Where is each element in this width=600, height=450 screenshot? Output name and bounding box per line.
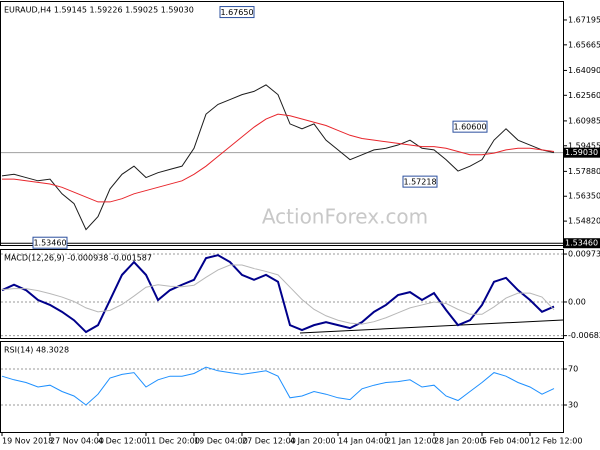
y-tick-label: 1.56350 <box>568 192 600 201</box>
macd-panel-frame <box>0 249 564 339</box>
x-tick-label: 21 Jan 12:00 <box>386 437 437 446</box>
price-box <box>563 147 600 158</box>
price-label: 1.59030 <box>565 148 598 157</box>
x-tick-label: 19 Dec 04:00 <box>194 437 248 446</box>
x-tick-label: 14 Jan 04:00 <box>338 437 389 446</box>
annotation-label: 1.60600 <box>453 123 486 132</box>
y-tick-label: 1.59455 <box>568 141 600 150</box>
y-tick-label: 30 <box>568 401 578 410</box>
x-tick-label: 27 Nov 04:00 <box>50 437 104 446</box>
series-line <box>1 254 555 334</box>
y-tick-label: 1.54820 <box>568 217 600 226</box>
y-tick-label: 0.009734 <box>568 250 600 259</box>
series-line <box>1 366 555 406</box>
watermark: ActionForex.com <box>262 205 428 229</box>
annotation-box <box>219 6 255 19</box>
x-tick-label: 4 Dec 12:00 <box>98 437 147 446</box>
x-tick-label: 28 Jan 20:00 <box>434 437 485 446</box>
x-tick-label: 12 Feb 12:00 <box>530 437 582 446</box>
x-tick-label: 27 Dec 12:00 <box>242 437 296 446</box>
annotation-box <box>32 236 68 249</box>
y-tick-label: 1.62560 <box>568 91 600 100</box>
price-box <box>563 238 600 249</box>
y-tick-label: 1.57880 <box>568 167 600 176</box>
x-tick-label: 19 Nov 2018 <box>2 437 53 446</box>
series-line <box>2 113 555 203</box>
macd-trendline <box>299 319 564 334</box>
annotation-label: 1.53460 <box>33 239 66 248</box>
y-tick-label: 1.64090 <box>568 66 600 75</box>
price-label: 1.53460 <box>565 239 598 248</box>
series-line <box>1 264 555 325</box>
annotation-label: 1.57218 <box>403 178 436 187</box>
rsi-panel-frame <box>0 341 564 433</box>
series-line <box>1 84 555 231</box>
x-tick-label: 4 Jan 20:00 <box>290 437 336 446</box>
y-tick-label: -0.006826 <box>568 331 600 340</box>
panel-title: MACD(12,26,9) -0.000938 -0.001587 <box>4 254 152 263</box>
y-tick-label: 0.00 <box>568 297 586 306</box>
y-tick-label: 70 <box>568 365 578 374</box>
panel-title: RSI(14) 48.3028 <box>4 346 69 355</box>
annotation-box <box>452 120 488 133</box>
y-tick-label: 1.65665 <box>568 40 600 49</box>
annotation-label: 1.67650 <box>220 8 253 17</box>
x-tick-label: 11 Dec 20:00 <box>146 437 200 446</box>
annotation-box <box>402 175 438 188</box>
x-tick-label: 5 Feb 04:00 <box>482 437 529 446</box>
y-tick-label: 1.60985 <box>568 116 600 125</box>
panel-title: EURAUD,H4 1.59145 1.59226 1.59025 1.5903… <box>4 6 194 15</box>
y-tick-label: 1.67195 <box>568 15 600 24</box>
main-panel-frame <box>0 1 564 246</box>
